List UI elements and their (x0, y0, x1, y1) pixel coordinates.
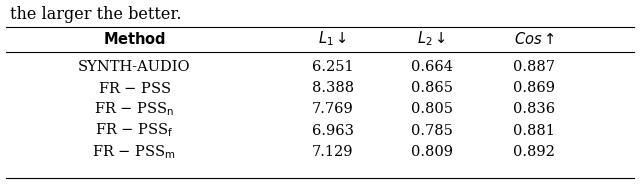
Text: $L_1 \downarrow$: $L_1 \downarrow$ (318, 29, 348, 48)
Text: 7.769: 7.769 (312, 102, 354, 116)
Text: 0.869: 0.869 (513, 81, 556, 95)
Text: 0.881: 0.881 (513, 124, 556, 138)
Text: 0.664: 0.664 (411, 60, 453, 74)
Text: the larger the better.: the larger the better. (10, 6, 181, 22)
Text: 0.809: 0.809 (411, 145, 453, 159)
Text: $Cos \uparrow$: $Cos \uparrow$ (514, 31, 555, 47)
Text: FR $-$ PSS: FR $-$ PSS (98, 81, 171, 96)
Text: 7.129: 7.129 (312, 145, 353, 159)
Text: 6.963: 6.963 (312, 124, 354, 138)
Text: 0.865: 0.865 (411, 81, 453, 95)
Text: SYNTH-AUDIO: SYNTH-AUDIO (78, 60, 191, 74)
Text: 0.836: 0.836 (513, 102, 556, 116)
Text: 0.892: 0.892 (513, 145, 556, 159)
Text: 0.785: 0.785 (411, 124, 453, 138)
Text: FR $-$ PSS$_{\mathrm{n}}$: FR $-$ PSS$_{\mathrm{n}}$ (94, 101, 175, 118)
Text: FR $-$ PSS$_{\mathrm{m}}$: FR $-$ PSS$_{\mathrm{m}}$ (92, 143, 177, 161)
Text: 0.887: 0.887 (513, 60, 556, 74)
Text: $\mathbf{Method}$: $\mathbf{Method}$ (103, 31, 166, 47)
Text: 8.388: 8.388 (312, 81, 354, 95)
Text: 0.805: 0.805 (411, 102, 453, 116)
Text: FR $-$ PSS$_{\mathrm{f}}$: FR $-$ PSS$_{\mathrm{f}}$ (95, 122, 173, 139)
Text: 6.251: 6.251 (312, 60, 354, 74)
Text: $L_2 \downarrow$: $L_2 \downarrow$ (417, 29, 447, 48)
